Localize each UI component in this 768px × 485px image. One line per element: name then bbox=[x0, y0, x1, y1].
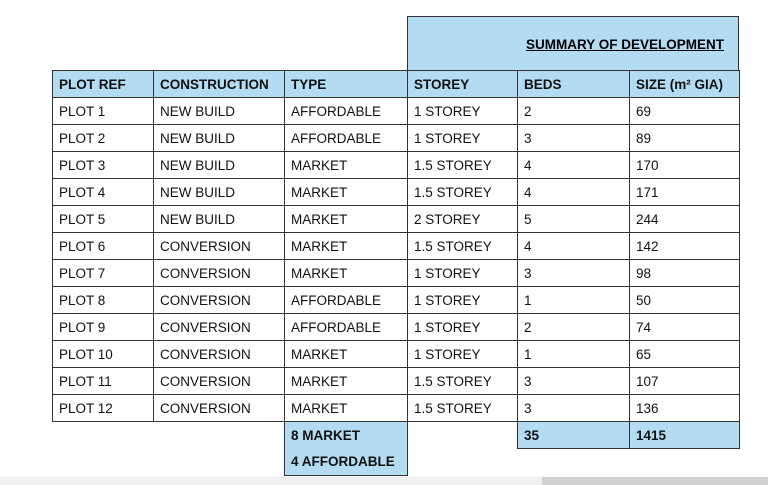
table-cell: MARKET bbox=[284, 178, 408, 206]
table-cell: 5 bbox=[517, 205, 630, 233]
table-cell: NEW BUILD bbox=[153, 178, 285, 206]
table-cell: 3 bbox=[517, 124, 630, 152]
summary-title: SUMMARY OF DEVELOPMENT bbox=[525, 37, 724, 52]
table-cell: NEW BUILD bbox=[153, 151, 285, 179]
total-affordable: 4 AFFORDABLE bbox=[284, 448, 408, 476]
table-cell: 136 bbox=[629, 394, 740, 422]
table-cell: AFFORDABLE bbox=[284, 124, 408, 152]
table-cell: 171 bbox=[629, 178, 740, 206]
table-cell: MARKET bbox=[284, 340, 408, 368]
table-cell: CONVERSION bbox=[153, 286, 285, 314]
column-header: STOREY bbox=[407, 70, 518, 98]
table-cell: 1 bbox=[517, 340, 630, 368]
table-cell: PLOT 1 bbox=[52, 97, 154, 125]
column-header: CONSTRUCTION bbox=[153, 70, 285, 98]
table-cell: 1 STOREY bbox=[407, 124, 518, 152]
table-cell: CONVERSION bbox=[153, 367, 285, 395]
table-cell: 74 bbox=[629, 313, 740, 341]
table-cell: 98 bbox=[629, 259, 740, 287]
table-cell: 1.5 STOREY bbox=[407, 151, 518, 179]
table-cell: PLOT 4 bbox=[52, 178, 154, 206]
table-cell: 244 bbox=[629, 205, 740, 233]
total-size: 1415 bbox=[629, 421, 740, 449]
table-cell: PLOT 8 bbox=[52, 286, 154, 314]
table-cell: MARKET bbox=[284, 394, 408, 422]
table-cell: 170 bbox=[629, 151, 740, 179]
table-cell: 3 bbox=[517, 394, 630, 422]
table-cell: AFFORDABLE bbox=[284, 313, 408, 341]
table-cell: PLOT 3 bbox=[52, 151, 154, 179]
table-cell: CONVERSION bbox=[153, 340, 285, 368]
table-cell: MARKET bbox=[284, 205, 408, 233]
table-cell: 2 bbox=[517, 97, 630, 125]
table-cell: 4 bbox=[517, 178, 630, 206]
total-beds: 35 bbox=[517, 421, 630, 449]
table-cell: 1.5 STOREY bbox=[407, 232, 518, 260]
table-cell: PLOT 7 bbox=[52, 259, 154, 287]
table-cell: NEW BUILD bbox=[153, 205, 285, 233]
table-cell: 2 STOREY bbox=[407, 205, 518, 233]
total-market: 8 MARKET bbox=[284, 421, 408, 449]
table-cell: 65 bbox=[629, 340, 740, 368]
table-cell: 1 STOREY bbox=[407, 313, 518, 341]
table-cell: 1.5 STOREY bbox=[407, 367, 518, 395]
table-cell: MARKET bbox=[284, 367, 408, 395]
table-cell: 1.5 STOREY bbox=[407, 178, 518, 206]
scrollbar-thumb[interactable] bbox=[542, 477, 768, 485]
table-cell: PLOT 6 bbox=[52, 232, 154, 260]
table-cell: 3 bbox=[517, 259, 630, 287]
column-header: TYPE bbox=[284, 70, 408, 98]
table-cell: AFFORDABLE bbox=[284, 286, 408, 314]
table-cell: 1.5 STOREY bbox=[407, 394, 518, 422]
summary-header: SUMMARY OF DEVELOPMENT bbox=[407, 16, 739, 71]
table-cell: 50 bbox=[629, 286, 740, 314]
table-cell: 1 bbox=[517, 286, 630, 314]
table-cell: 2 bbox=[517, 313, 630, 341]
table-cell: MARKET bbox=[284, 259, 408, 287]
table-cell: PLOT 2 bbox=[52, 124, 154, 152]
table-cell: PLOT 10 bbox=[52, 340, 154, 368]
table-cell: 1 STOREY bbox=[407, 259, 518, 287]
table-cell: CONVERSION bbox=[153, 259, 285, 287]
table-cell: PLOT 5 bbox=[52, 205, 154, 233]
table-cell: NEW BUILD bbox=[153, 124, 285, 152]
table-cell: CONVERSION bbox=[153, 394, 285, 422]
table-cell: PLOT 12 bbox=[52, 394, 154, 422]
table-cell: 4 bbox=[517, 232, 630, 260]
table-cell: PLOT 9 bbox=[52, 313, 154, 341]
table-cell: MARKET bbox=[284, 232, 408, 260]
table-cell: CONVERSION bbox=[153, 232, 285, 260]
table-cell: NEW BUILD bbox=[153, 97, 285, 125]
table-cell: 142 bbox=[629, 232, 740, 260]
horizontal-scrollbar[interactable] bbox=[0, 477, 768, 485]
table-cell: 107 bbox=[629, 367, 740, 395]
table-cell: CONVERSION bbox=[153, 313, 285, 341]
table-cell: AFFORDABLE bbox=[284, 97, 408, 125]
column-header: BEDS bbox=[517, 70, 630, 98]
table-cell: 1 STOREY bbox=[407, 97, 518, 125]
table-cell: 3 bbox=[517, 367, 630, 395]
table-cell: 4 bbox=[517, 151, 630, 179]
column-header: SIZE (m² GIA) bbox=[629, 70, 740, 98]
table-cell: MARKET bbox=[284, 151, 408, 179]
table-cell: 89 bbox=[629, 124, 740, 152]
table-cell: 1 STOREY bbox=[407, 340, 518, 368]
table-cell: 1 STOREY bbox=[407, 286, 518, 314]
column-header: PLOT REF bbox=[52, 70, 154, 98]
table-cell: PLOT 11 bbox=[52, 367, 154, 395]
table-cell: 69 bbox=[629, 97, 740, 125]
